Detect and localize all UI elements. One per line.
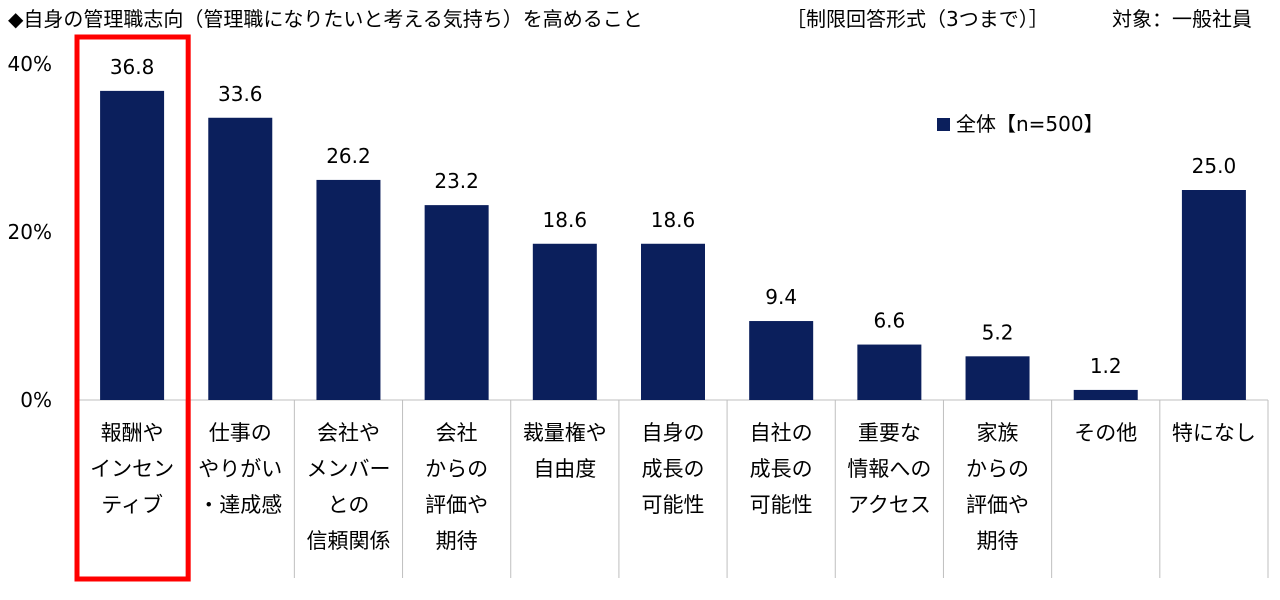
data-label: 26.2 bbox=[326, 144, 371, 168]
bar bbox=[965, 356, 1030, 400]
category-label: 情報への bbox=[847, 457, 931, 481]
category-label: 可能性 bbox=[642, 493, 705, 517]
category-label: インセン bbox=[90, 457, 174, 481]
category-label: 特になし bbox=[1172, 421, 1256, 445]
category-label: 会社 bbox=[436, 421, 478, 445]
data-label: 5.2 bbox=[982, 320, 1014, 344]
data-label: 1.2 bbox=[1090, 354, 1122, 378]
data-label: 36.8 bbox=[110, 55, 155, 79]
category-label: 期待 bbox=[436, 529, 478, 553]
bar bbox=[1181, 190, 1246, 400]
chart-title: ◆自身の管理職志向（管理職になりたいと考える気持ち）を高めること bbox=[8, 7, 643, 31]
data-label: 18.6 bbox=[651, 208, 696, 232]
data-label: 18.6 bbox=[543, 208, 588, 232]
category-label: メンバー bbox=[306, 457, 390, 481]
category-label: 評価や bbox=[966, 493, 1029, 517]
data-label: 33.6 bbox=[218, 82, 263, 106]
category-label: 可能性 bbox=[750, 493, 813, 517]
category-label: 会社や bbox=[317, 421, 380, 445]
bar bbox=[100, 90, 165, 400]
answer-format-label: ［制限回答形式（3つまで）］ bbox=[786, 7, 1049, 31]
category-label: 自身の bbox=[642, 421, 705, 445]
data-label: 9.4 bbox=[765, 285, 797, 309]
legend-label: 全体【n=500】 bbox=[956, 112, 1104, 136]
data-label: 6.6 bbox=[873, 309, 905, 333]
category-label: 仕事の bbox=[209, 421, 272, 445]
bar bbox=[749, 321, 814, 400]
legend-swatch bbox=[937, 118, 950, 131]
category-label: アクセス bbox=[848, 493, 931, 517]
category-label: 報酬や bbox=[101, 421, 164, 445]
category-label: 信頼関係 bbox=[306, 529, 390, 553]
category-label: 家族 bbox=[977, 421, 1019, 445]
data-label: 23.2 bbox=[434, 169, 479, 193]
category-label: 自由度 bbox=[533, 457, 596, 481]
category-label: 成長の bbox=[750, 457, 813, 481]
category-label: ティブ bbox=[101, 493, 163, 517]
target-audience-label: 対象：一般社員 bbox=[1112, 7, 1252, 31]
bar bbox=[641, 243, 705, 400]
bar bbox=[316, 179, 381, 400]
bar bbox=[532, 243, 597, 400]
y-tick-label: 40% bbox=[8, 52, 52, 76]
data-label: 25.0 bbox=[1192, 154, 1237, 178]
category-label: 成長の bbox=[642, 457, 705, 481]
bar bbox=[208, 117, 273, 400]
category-label: 評価や bbox=[425, 493, 488, 517]
category-label: 自社の bbox=[750, 421, 813, 445]
category-label: やりがい bbox=[198, 457, 282, 481]
category-label: 裁量権や bbox=[523, 421, 607, 445]
bar bbox=[424, 205, 489, 400]
bar bbox=[1073, 389, 1138, 400]
y-tick-label: 0% bbox=[20, 388, 52, 412]
y-tick-label: 20% bbox=[8, 220, 52, 244]
category-label: からの bbox=[425, 457, 488, 481]
chart-header: ◆自身の管理職志向（管理職になりたいと考える気持ち）を高めること ［制限回答形式… bbox=[8, 4, 1274, 36]
bar bbox=[857, 344, 922, 400]
category-label: ・達成感 bbox=[198, 493, 282, 517]
category-label: からの bbox=[966, 457, 1029, 481]
category-label: 期待 bbox=[977, 529, 1019, 553]
category-label: との bbox=[328, 493, 370, 517]
category-label: 重要な bbox=[858, 421, 921, 445]
highlight-box bbox=[74, 34, 191, 582]
category-label: その他 bbox=[1074, 421, 1137, 445]
